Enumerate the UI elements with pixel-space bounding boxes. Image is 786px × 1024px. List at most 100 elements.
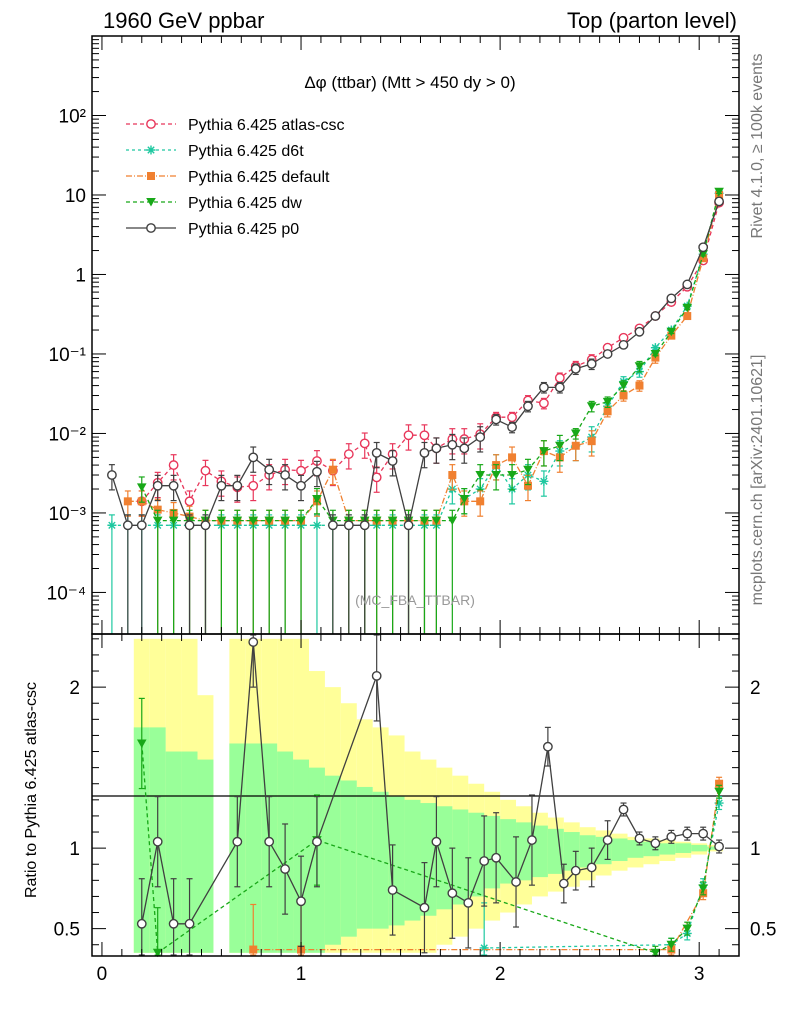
ratio-point xyxy=(152,836,163,847)
y-tick-label: 10⁻² xyxy=(49,424,87,445)
band-inner xyxy=(484,815,501,889)
legend-marker xyxy=(147,172,155,180)
header-process: Top (parton level) xyxy=(567,8,737,33)
legend-marker xyxy=(146,223,156,233)
ratio-point xyxy=(714,787,724,797)
data-point xyxy=(570,429,581,438)
ratio-series-p0 xyxy=(136,634,724,956)
band-inner xyxy=(500,819,517,884)
data-point xyxy=(682,303,693,313)
data-point xyxy=(312,466,322,477)
data-point xyxy=(123,497,132,506)
ratio-frame xyxy=(91,633,740,957)
ratio-point xyxy=(296,896,306,907)
band-inner xyxy=(324,775,341,945)
data-point xyxy=(343,520,354,531)
data-point xyxy=(152,516,163,526)
mcplots-credit: mcplots.cern.ch [arXiv:2401.10621] xyxy=(749,355,766,606)
data-point xyxy=(107,470,117,480)
ratio-point xyxy=(715,779,724,788)
ratio-point xyxy=(714,841,724,852)
ratio-point xyxy=(232,836,243,847)
data-point xyxy=(634,362,645,371)
data-point xyxy=(586,358,597,369)
band-inner xyxy=(531,825,548,878)
series-line-p0 xyxy=(111,201,720,526)
data-point xyxy=(312,494,322,504)
data-point xyxy=(419,430,430,441)
band-inner xyxy=(675,843,692,853)
ratio-point xyxy=(479,943,489,953)
x-tick-label: 0 xyxy=(97,964,108,985)
data-point xyxy=(683,312,692,321)
data-point xyxy=(280,470,291,480)
data-point xyxy=(359,520,370,531)
band-inner xyxy=(197,759,214,953)
data-point xyxy=(635,381,644,390)
data-point xyxy=(523,481,532,490)
main-data xyxy=(107,187,724,634)
ratio-point xyxy=(479,856,490,866)
ratio-point xyxy=(570,865,581,876)
y-tick-label: 10 xyxy=(65,186,86,207)
data-point xyxy=(168,480,179,491)
data-point xyxy=(264,464,275,475)
ratio-point xyxy=(491,852,502,863)
legend-label: Pythia 6.425 dw xyxy=(188,195,302,212)
ratio-point xyxy=(463,897,474,908)
data-point xyxy=(168,460,179,470)
data-point xyxy=(200,465,211,476)
data-point xyxy=(602,397,613,407)
ratio-point xyxy=(527,835,537,845)
ratio-point xyxy=(136,918,147,929)
ratio-point xyxy=(634,833,645,844)
legend-label: Pythia 6.425 p0 xyxy=(188,221,299,238)
data-point xyxy=(554,372,565,383)
ratio-point xyxy=(666,831,677,842)
ratio-point xyxy=(682,828,693,839)
data-point xyxy=(248,452,259,463)
data-point xyxy=(328,465,337,474)
legend-entry-default: Pythia 6.425 default xyxy=(126,169,330,186)
x-tick-label: 2 xyxy=(495,964,506,985)
data-point xyxy=(136,483,147,492)
data-point xyxy=(296,480,306,491)
analysis-watermark: (MC_FBA_TTBAR) xyxy=(355,592,475,608)
data-point xyxy=(698,242,709,253)
data-point xyxy=(343,449,354,459)
legend-entry-p0: Pythia 6.425 p0 xyxy=(126,221,299,238)
legend: Pythia 6.425 atlas-csc Pythia 6.425 d6t Py… xyxy=(126,117,345,238)
data-point xyxy=(371,516,382,526)
ratio-point xyxy=(650,948,661,958)
legend-label: Pythia 6.425 atlas-csc xyxy=(188,117,345,134)
band-inner xyxy=(547,828,564,874)
data-point xyxy=(248,516,259,526)
ratio-point xyxy=(586,862,597,873)
band-inner xyxy=(133,727,150,953)
data-point xyxy=(327,520,338,531)
ratio-data xyxy=(136,634,724,958)
band-inner xyxy=(691,844,708,852)
band-inner xyxy=(404,799,421,921)
data-point xyxy=(459,494,470,504)
ratio-point xyxy=(542,741,553,752)
ratio-point xyxy=(168,918,179,929)
main-axes: 10⁻⁴ 10⁻³ 10⁻² 10⁻¹ 1 10 10² xyxy=(47,35,740,635)
x-tick-label: 1 xyxy=(296,964,307,985)
ratio-y-tick-label-right: 1 xyxy=(750,839,761,860)
data-point xyxy=(491,471,501,480)
ratio-y-tick-label: 0.5 xyxy=(54,920,80,941)
y-tick-label: 10⁻³ xyxy=(49,504,87,525)
data-point xyxy=(107,520,117,530)
data-point xyxy=(419,516,430,526)
data-point xyxy=(152,480,163,491)
ratio-line-dw xyxy=(141,743,720,954)
data-point xyxy=(184,520,195,531)
data-point xyxy=(508,453,517,462)
ratio-point xyxy=(618,804,629,815)
ratio-line-p0 xyxy=(141,642,720,925)
data-point xyxy=(216,516,227,526)
ratio-point xyxy=(602,835,613,845)
data-point xyxy=(459,443,470,454)
ratio-point xyxy=(666,940,677,950)
